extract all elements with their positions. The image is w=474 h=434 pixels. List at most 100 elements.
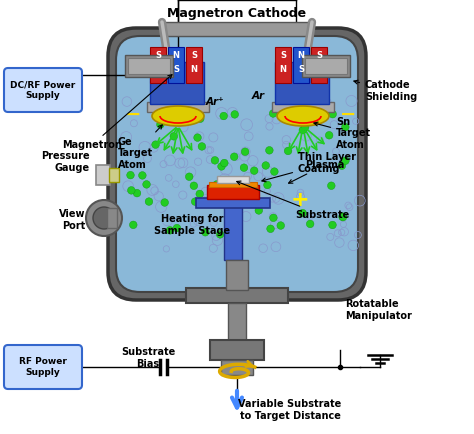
Circle shape [299,209,307,217]
Bar [196,198,270,208]
Circle shape [231,111,238,118]
Text: Pressure
Gauge: Pressure Gauge [41,151,90,173]
Circle shape [255,207,263,214]
Circle shape [299,126,307,134]
Circle shape [143,181,150,188]
Bar [221,360,253,375]
Bar [275,62,329,104]
Circle shape [284,147,292,155]
Circle shape [218,163,225,170]
Circle shape [342,157,349,164]
Text: Ar: Ar [251,91,264,101]
Bar [217,176,249,183]
Text: S: S [191,50,197,59]
Bar [186,288,288,303]
Circle shape [264,181,271,189]
Circle shape [191,198,199,205]
Bar [305,58,347,74]
Circle shape [145,198,153,205]
Bar [109,168,119,182]
Circle shape [129,221,137,229]
Text: Heating for
Sample Stage: Heating for Sample Stage [154,214,230,236]
Circle shape [161,199,168,206]
Circle shape [185,173,193,181]
FancyBboxPatch shape [4,345,82,389]
Circle shape [271,168,278,175]
Bar [96,165,110,185]
Text: +: + [291,190,310,210]
Text: N: N [173,50,180,59]
Circle shape [265,147,273,154]
Circle shape [329,110,337,118]
Circle shape [201,228,209,236]
Text: S: S [280,50,286,59]
Circle shape [240,164,248,171]
Bar [224,205,242,260]
Text: N: N [298,50,304,59]
Bar [128,58,170,74]
Text: Cathode
Shielding: Cathode Shielding [354,80,417,102]
Circle shape [196,190,203,198]
Bar [207,185,259,199]
Circle shape [306,220,314,228]
Circle shape [241,148,249,155]
Text: Substrate: Substrate [237,181,349,220]
Bar [107,208,117,228]
Bar [293,47,309,83]
Text: −: − [340,105,356,124]
Circle shape [339,214,347,221]
Bar [228,303,246,343]
Circle shape [325,132,333,139]
Circle shape [281,107,289,114]
Bar [209,182,257,187]
Circle shape [156,121,164,128]
Text: S: S [316,50,322,59]
Bar [150,62,204,104]
Bar [302,55,350,77]
Circle shape [216,230,224,238]
Circle shape [190,182,198,190]
Circle shape [128,187,135,194]
Circle shape [234,217,242,225]
Bar [275,47,291,83]
Circle shape [220,187,228,195]
Text: S: S [298,66,304,75]
Circle shape [170,132,178,140]
Text: Substrate
Bias: Substrate Bias [121,347,175,369]
Circle shape [329,221,337,229]
Text: S: S [155,50,161,59]
Circle shape [213,181,220,188]
Circle shape [232,208,240,216]
Bar [186,47,202,83]
Text: S: S [173,66,179,75]
Bar [272,102,334,112]
Circle shape [166,227,174,234]
Circle shape [211,157,219,164]
Circle shape [86,200,122,236]
Circle shape [220,112,228,120]
Text: View
Port: View Port [58,209,85,231]
Text: DC/RF Power
Supply: DC/RF Power Supply [10,80,76,100]
FancyBboxPatch shape [116,36,358,292]
Circle shape [341,123,349,131]
Bar [125,55,173,77]
FancyBboxPatch shape [4,68,82,112]
Text: Rotatable
Manipulator: Rotatable Manipulator [345,299,412,321]
Text: RF Power
Supply: RF Power Supply [19,357,67,377]
Text: −: − [125,105,141,124]
Circle shape [196,115,204,122]
Circle shape [301,123,309,131]
Bar [210,340,264,360]
Text: Magnetron Cathode: Magnetron Cathode [167,7,307,20]
Text: Plasma: Plasma [289,160,345,183]
Circle shape [194,134,201,141]
Circle shape [338,213,346,220]
Text: Ge
Target
Atom: Ge Target Atom [118,125,162,170]
Text: Thin Layer
Coating: Thin Layer Coating [262,152,356,182]
Text: Variable Substrate
to Target Distance: Variable Substrate to Target Distance [238,399,342,421]
Ellipse shape [277,106,329,126]
Circle shape [250,167,258,174]
Text: Sn
Target
Atom: Sn Target Atom [314,117,371,150]
Circle shape [328,182,335,190]
Circle shape [127,171,134,179]
